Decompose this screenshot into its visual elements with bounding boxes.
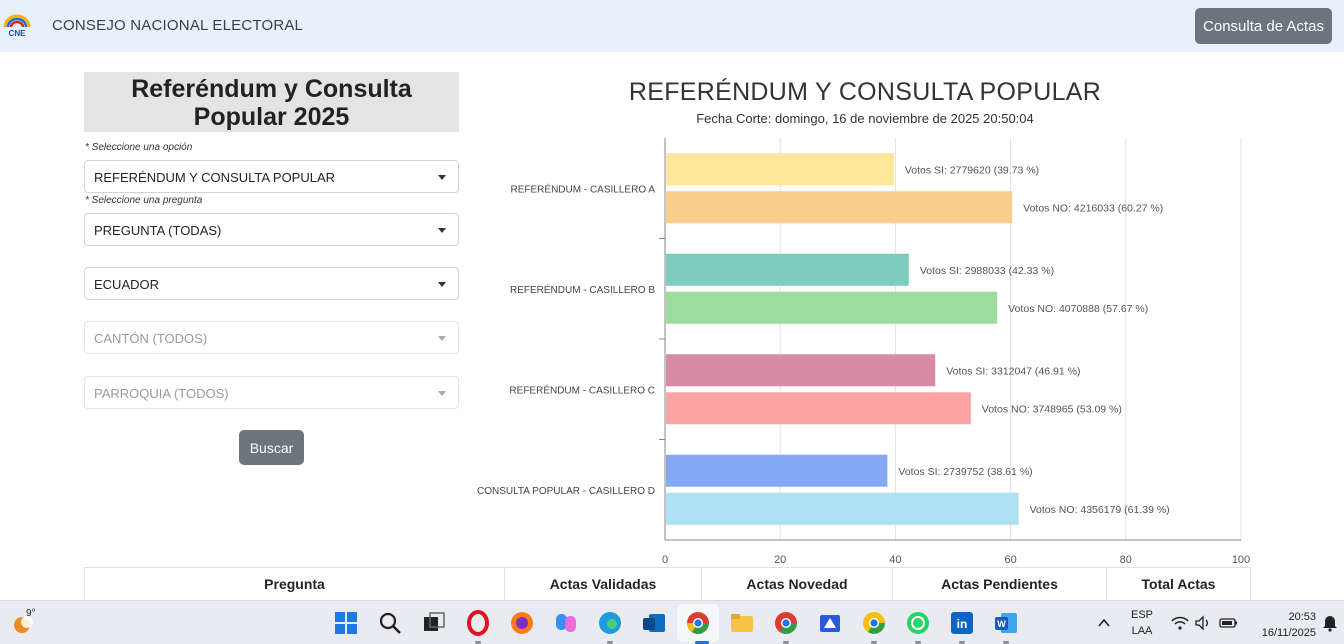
battery-icon[interactable] (1218, 616, 1238, 630)
column-header-actas-pendientes[interactable]: Actas Pendientes (893, 568, 1107, 600)
language-indicator[interactable]: ESP (1130, 609, 1153, 621)
canton-select-value: CANTÓN (TODOS) (94, 331, 208, 346)
keyboard-layout-indicator[interactable]: LAA (1131, 625, 1153, 637)
bar (666, 392, 971, 425)
chevron-down-icon (438, 391, 446, 396)
question-hint: * Seleccione una pregunta (85, 195, 203, 206)
running-indicator (871, 641, 877, 644)
whatsapp-icon[interactable] (905, 610, 931, 636)
column-header-actas-validadas[interactable]: Actas Validadas (505, 568, 702, 600)
x-tick-label: 0 (662, 554, 668, 566)
bar (666, 291, 998, 324)
clock-time: 20:53 (1288, 611, 1316, 623)
svg-text:in: in (957, 617, 968, 631)
running-indicator (475, 641, 481, 644)
chrome-app-icon[interactable] (861, 610, 887, 636)
bar (666, 492, 1019, 525)
chevron-down-icon (438, 282, 446, 287)
running-indicator (607, 641, 613, 644)
x-tick-label: 60 (1004, 554, 1016, 566)
wifi-icon[interactable] (1171, 615, 1189, 631)
x-tick-label: 40 (889, 554, 901, 566)
x-tick-label: 20 (774, 554, 786, 566)
parroquia-select-value: PARROQUIA (TODOS) (94, 386, 229, 401)
search-button[interactable]: Buscar (239, 430, 304, 465)
store-icon[interactable] (817, 610, 843, 636)
question-select[interactable]: PREGUNTA (TODAS) (84, 213, 459, 246)
chart-subtitle: Fecha Corte: domingo, 16 de noviembre de… (696, 111, 1034, 126)
bar-data-label: Votos SI: 2779620 (39.73 %) (905, 164, 1039, 176)
category-label: REFERÉNDUM - CASILLERO B (510, 283, 655, 296)
running-indicator (915, 641, 921, 644)
chevron-down-icon (438, 175, 446, 180)
running-indicator (959, 641, 965, 644)
edge-icon[interactable] (597, 610, 623, 636)
clock-date: 16/11/2025 (1261, 627, 1316, 639)
region-select-value: ECUADOR (94, 277, 160, 292)
bar (666, 454, 888, 487)
results-bar-chart: 0 20 40 60 80 100 REFERÉNDUM - CASILLERO A REFE… (477, 138, 1250, 566)
x-tick-label: 100 (1232, 554, 1250, 566)
chevron-up-icon[interactable] (1097, 616, 1111, 630)
chevron-down-icon (438, 336, 446, 341)
chevron-down-icon (438, 228, 446, 233)
bar-data-label: Votos NO: 4356179 (61.39 %) (1030, 504, 1170, 516)
volume-icon[interactable] (1194, 615, 1212, 631)
parroquia-select[interactable]: PARROQUIA (TODOS) (84, 376, 459, 409)
brand-name[interactable]: CONSEJO NACIONAL ELECTORAL (52, 17, 304, 34)
top-navbar: CNE CONSEJO NACIONAL ELECTORAL Consulta … (0, 0, 1344, 52)
svg-text:W: W (997, 619, 1006, 629)
bar (666, 153, 894, 186)
x-tick-label: 80 (1120, 554, 1132, 566)
bar (666, 253, 909, 286)
linkedin-icon[interactable]: in (949, 610, 975, 636)
option-select-value: REFERÉNDUM Y CONSULTA POPULAR (94, 170, 336, 185)
region-select[interactable]: ECUADOR (84, 267, 459, 300)
form-title: Referéndum y Consulta Popular 2025 (84, 72, 459, 132)
column-header-total-actas[interactable]: Total Actas (1141, 576, 1216, 592)
chrome-icon[interactable] (685, 610, 711, 636)
question-select-value: PREGUNTA (TODAS) (94, 223, 222, 238)
system-clock[interactable]: 20:53 16/11/2025 (1240, 609, 1316, 641)
bar-data-label: Votos NO: 4070888 (57.67 %) (1008, 303, 1148, 315)
bar-data-label: Votos SI: 2988033 (42.33 %) (920, 265, 1054, 277)
bar-data-label: Votos NO: 3748965 (53.09 %) (982, 403, 1122, 415)
consulta-actas-button[interactable]: Consulta de Actas (1195, 8, 1332, 44)
weather-icon[interactable] (10, 610, 36, 636)
bar-data-label: Votos NO: 4216033 (60.27 %) (1023, 202, 1163, 214)
file-explorer-icon[interactable] (729, 610, 755, 636)
chart-title: REFERÉNDUM Y CONSULTA POPULAR (628, 78, 1102, 106)
copilot-icon[interactable] (553, 610, 579, 636)
option-hint: * Seleccione una opción (85, 142, 193, 153)
task-view-icon[interactable] (421, 610, 447, 636)
bar-data-label: Votos SI: 3312047 (46.91 %) (946, 365, 1080, 377)
notification-bell-icon[interactable] (1322, 614, 1338, 632)
bar-data-label: Votos SI: 2739752 (38.61 %) (898, 466, 1032, 478)
category-label: REFERÉNDUM - CASILLERO C (509, 383, 655, 396)
category-label: REFERÉNDUM - CASILLERO A (511, 182, 656, 195)
bar (666, 191, 1013, 224)
windows-taskbar: 9° in W (0, 600, 1344, 644)
word-icon[interactable]: W (993, 610, 1019, 636)
column-header-actas-novedad[interactable]: Actas Novedad (702, 568, 893, 600)
category-label: CONSULTA POPULAR - CASILLERO D (477, 486, 655, 497)
firefox-icon[interactable] (509, 610, 535, 636)
weather-temperature: 9° (26, 608, 36, 619)
column-header-pregunta[interactable]: Pregunta (85, 568, 505, 600)
running-indicator (1003, 641, 1009, 644)
search-icon[interactable] (377, 610, 403, 636)
windows-start-icon[interactable] (333, 610, 359, 636)
chrome-profile-icon[interactable] (773, 610, 799, 636)
svg-text:CNE: CNE (9, 29, 27, 38)
option-select[interactable]: REFERÉNDUM Y CONSULTA POPULAR (84, 160, 459, 193)
cne-logo-icon[interactable]: CNE (2, 14, 32, 38)
running-indicator (783, 641, 789, 644)
outlook-icon[interactable] (641, 610, 667, 636)
opera-browser-icon[interactable] (465, 610, 491, 636)
bar (666, 354, 936, 387)
results-table-header: Pregunta Actas Validadas Actas Novedad A… (84, 567, 1251, 601)
active-indicator (695, 641, 709, 644)
canton-select[interactable]: CANTÓN (TODOS) (84, 321, 459, 354)
